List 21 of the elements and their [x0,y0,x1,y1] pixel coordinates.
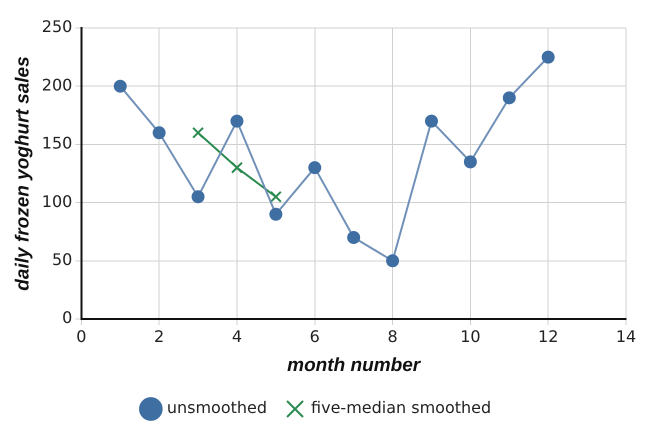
x-tick-label: 8 [387,326,398,346]
x-tick-label: 6 [310,326,320,346]
legend-label: five-median smoothed [311,398,492,418]
x-tick-label: 10 [460,326,481,346]
point [270,190,282,203]
y-tick-label: 0 [62,308,72,328]
x-tick-label: 0 [76,326,86,346]
point [192,126,204,139]
y-tick-label: 100 [42,192,72,211]
y-tick-label: 150 [42,134,72,153]
legend-label: unsmoothed [166,398,268,418]
x-tick-label: 2 [154,326,164,346]
y-tick-label: 250 [42,17,72,36]
point [231,162,243,174]
y-tick-label: 50 [52,250,72,269]
x-tick-label: 14 [616,326,636,346]
x-tick-label: 12 [538,326,558,346]
y-tick-label: 200 [42,75,72,94]
y-axis-title: daily frozen yoghurt sales [12,56,34,291]
x-tick-label: 4 [232,326,242,346]
x-axis-title: month number [287,354,422,376]
